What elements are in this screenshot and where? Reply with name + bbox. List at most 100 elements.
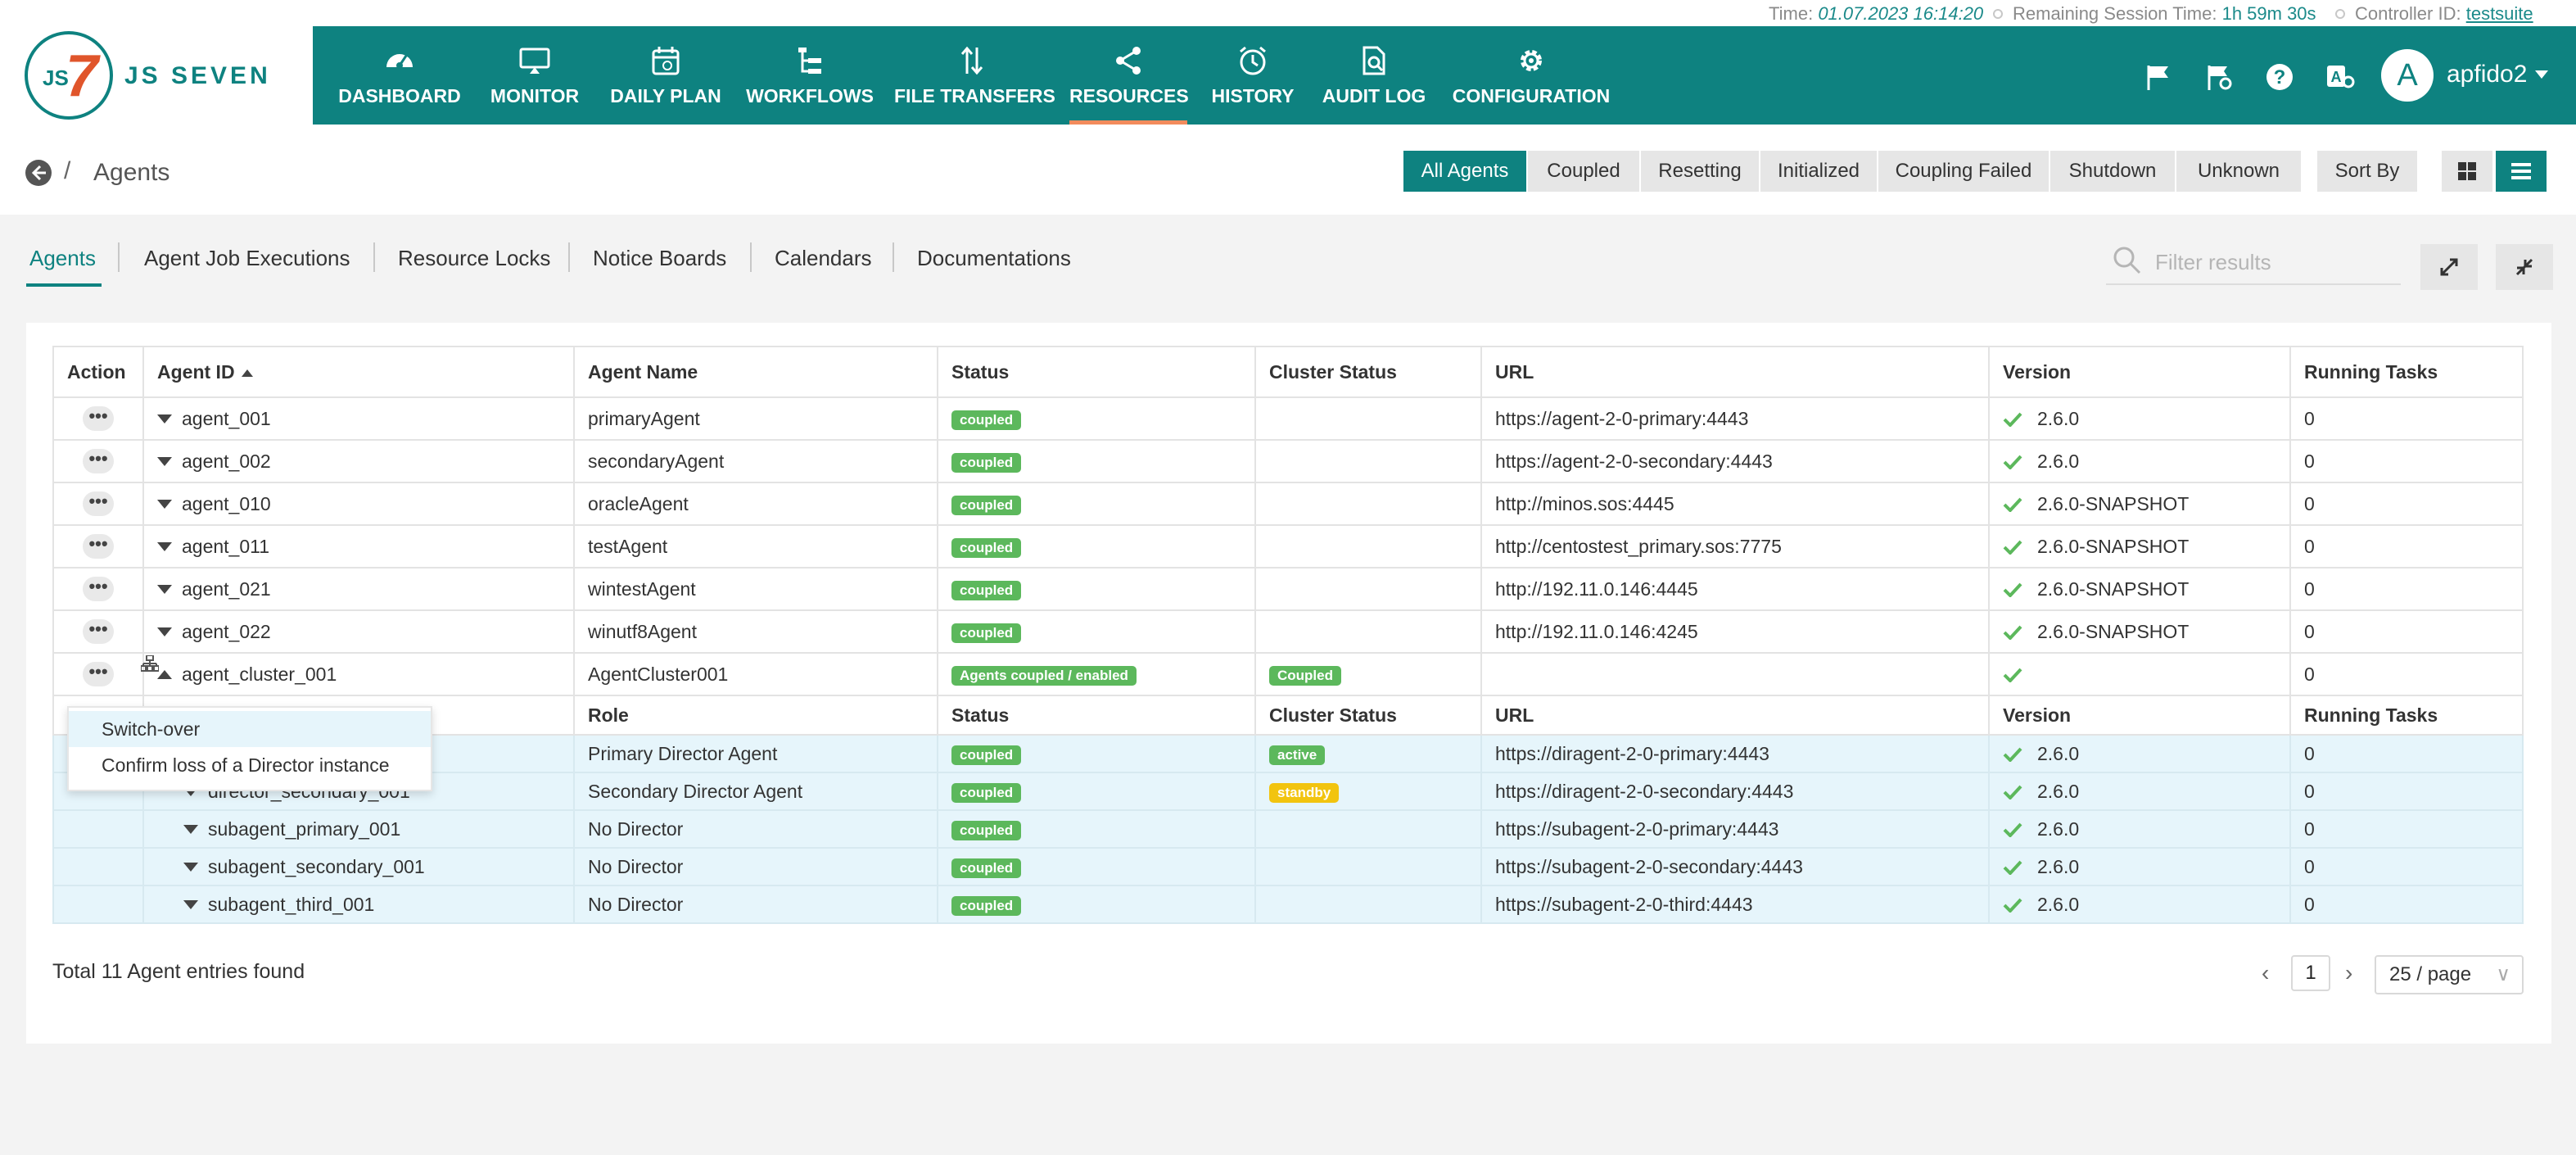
expand-row-icon[interactable]	[157, 541, 172, 551]
col-sub-version: Version	[1988, 695, 2291, 736]
page-size-select[interactable]: 25 / page ∨	[2375, 955, 2524, 994]
status-cell: coupled	[937, 396, 1256, 441]
status-cell: coupled	[937, 772, 1256, 811]
flag-gear-icon[interactable]	[2201, 59, 2237, 95]
expand-row-icon[interactable]	[157, 499, 172, 509]
tab-resource-locks[interactable]: Resource Locks	[398, 246, 551, 270]
tab-notice-boards[interactable]: Notice Boards	[593, 246, 727, 270]
expand-row-icon[interactable]	[183, 899, 198, 909]
nav-monitor[interactable]: MONITOR	[481, 26, 588, 125]
help-icon[interactable]: ?	[2262, 59, 2298, 95]
more-actions-button[interactable]: •••	[83, 619, 114, 644]
expand-row-icon[interactable]	[157, 627, 172, 636]
filter-shutdown[interactable]: Shutdown	[2050, 151, 2176, 192]
filter-coupling-failed[interactable]: Coupling Failed	[1878, 151, 2050, 192]
agent-url: http://minos.sos:4445	[1480, 482, 1990, 526]
expand-row-icon[interactable]	[183, 824, 198, 834]
running-tasks: 0	[2289, 772, 2524, 811]
logo[interactable]: JS 7 JS SEVEN	[0, 26, 313, 125]
menu-item-switch-over[interactable]: Switch-over	[69, 711, 431, 747]
nav-resources[interactable]: RESOURCES	[1069, 26, 1189, 125]
back-arrow-icon[interactable]	[25, 159, 52, 187]
col-url[interactable]: URL	[1480, 346, 1990, 398]
nav-audit-log[interactable]: AUDIT LOG	[1313, 26, 1435, 125]
expand-row-icon[interactable]	[157, 456, 172, 466]
collapse-all-button[interactable]	[2496, 244, 2553, 290]
transfer-icon	[894, 44, 1050, 77]
avatar[interactable]: A	[2381, 49, 2434, 102]
menu-item-confirm-director-loss[interactable]: Confirm loss of a Director instance	[102, 754, 390, 776]
col-running-tasks[interactable]: Running Tasks	[2289, 346, 2524, 398]
table-row: ••• agent_021 wintestAgent coupled http:…	[52, 567, 2524, 611]
page-number[interactable]: 1	[2291, 955, 2330, 991]
chevron-down-icon[interactable]	[2535, 70, 2548, 79]
agent-name: winutf8Agent	[573, 609, 938, 654]
filter-initialized[interactable]: Initialized	[1760, 151, 1878, 192]
agents-card: Action Agent ID Agent Name Status Cluste…	[26, 323, 2551, 1044]
agent-name: wintestAgent	[573, 567, 938, 611]
tab-agent-job-executions[interactable]: Agent Job Executions	[144, 246, 350, 270]
list-view-button[interactable]	[2496, 151, 2547, 192]
col-status[interactable]: Status	[937, 346, 1256, 398]
action-cell: •••	[52, 396, 144, 441]
expand-row-icon[interactable]	[183, 786, 198, 796]
tab-agents[interactable]: Agents	[29, 246, 96, 270]
col-agent-id-label: Agent ID	[157, 360, 235, 383]
share-icon	[1069, 44, 1187, 77]
nav-file-transfers[interactable]: FILE TRANSFERS	[894, 26, 1055, 125]
table-row: ••• agent_010 oracleAgent coupled http:/…	[52, 482, 2524, 526]
nav-workflows[interactable]: WORKFLOWS	[742, 26, 878, 125]
tab-documentations[interactable]: Documentations	[917, 246, 1071, 270]
nav-daily-plan[interactable]: DAILY PLAN	[604, 26, 727, 125]
nav-configuration[interactable]: CONFIGURATION	[1449, 26, 1613, 125]
cluster-status-cell	[1254, 482, 1482, 526]
expand-row-icon[interactable]	[157, 584, 172, 594]
collapse-row-icon[interactable]	[157, 669, 172, 679]
expand-row-icon[interactable]	[183, 862, 198, 872]
col-agent-id[interactable]: Agent ID	[142, 346, 575, 398]
status-badge: coupled	[951, 453, 1022, 473]
action-cell: •••	[52, 439, 144, 483]
search-input[interactable]	[2155, 247, 2393, 277]
page-title: Agents	[93, 159, 170, 186]
session-label: Remaining Session Time:	[2013, 3, 2217, 24]
status-cell: coupled	[937, 847, 1256, 886]
col-action: Action	[52, 346, 144, 398]
cluster-status-cell	[1254, 847, 1482, 886]
flag-icon[interactable]	[2140, 59, 2176, 95]
controller-value[interactable]: testsuite	[2465, 3, 2533, 24]
more-actions-button[interactable]: •••	[83, 577, 114, 601]
translate-settings-icon[interactable]: A	[2322, 59, 2358, 95]
sort-by-button[interactable]: Sort By	[2317, 151, 2419, 192]
more-actions-button[interactable]: •••	[83, 449, 114, 473]
nav-dashboard[interactable]: DASHBOARD	[331, 26, 468, 125]
agent-version: 2.6.0-SNAPSHOT	[2037, 620, 2190, 642]
col-agent-name[interactable]: Agent Name	[573, 346, 938, 398]
nav-history[interactable]: HISTORY	[1204, 26, 1302, 125]
expand-row-icon[interactable]	[157, 414, 172, 424]
more-actions-button[interactable]: •••	[83, 662, 114, 686]
more-actions-button[interactable]: •••	[83, 534, 114, 559]
chevron-left-icon[interactable]: ‹	[2262, 960, 2270, 985]
check-icon	[2003, 747, 2022, 762]
running-tasks: 0	[2289, 609, 2524, 654]
grid-view-button[interactable]	[2442, 151, 2492, 192]
tab-calendars[interactable]: Calendars	[775, 246, 872, 270]
filter-resetting[interactable]: Resetting	[1641, 151, 1760, 192]
cluster-status-badge: standby	[1269, 783, 1340, 803]
user-menu[interactable]: apfido2	[2447, 61, 2528, 88]
agent-id-cell: agent_022	[142, 609, 575, 654]
action-cell: •••	[52, 609, 144, 654]
chevron-right-icon[interactable]: ›	[2345, 960, 2353, 985]
filter-all-agents[interactable]: All Agents	[1403, 151, 1528, 192]
col-version[interactable]: Version	[1988, 346, 2291, 398]
col-cluster-status[interactable]: Cluster Status	[1254, 346, 1482, 398]
check-icon	[2003, 582, 2022, 597]
agent-version: 2.6.0	[2037, 407, 2080, 429]
more-actions-button[interactable]: •••	[83, 491, 114, 516]
expand-all-button[interactable]	[2420, 244, 2478, 290]
agent-id: agent_002	[182, 450, 271, 472]
filter-coupled[interactable]: Coupled	[1528, 151, 1641, 192]
filter-unknown[interactable]: Unknown	[2176, 151, 2303, 192]
more-actions-button[interactable]: •••	[83, 406, 114, 431]
